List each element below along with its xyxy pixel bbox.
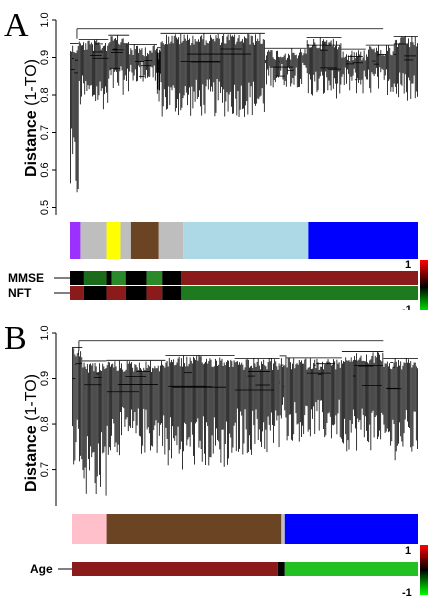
trait-cell (106, 271, 112, 285)
panel-b-color-scale: 1 -1 (402, 545, 428, 599)
module-color-block (70, 222, 81, 259)
trait-cell (111, 271, 126, 285)
trait-cell (181, 271, 418, 285)
panel-b-module-colors (72, 514, 418, 544)
panel-a: A Distance (1-TO) 0.5 0.6 0.7 0.8 0.9 1.0 MMS… (4, 7, 428, 310)
panel-b: B Distance (1-TO) 0.7 0.8 0.9 1.0 Age 1 -1 (4, 320, 428, 599)
trait-cell (125, 286, 147, 300)
ytick-label: 0.9 (39, 50, 51, 65)
panel-b-trait-heatmap: Age (30, 562, 418, 576)
module-color-block (183, 222, 309, 259)
trait-cell (181, 286, 418, 300)
trait-label: MMSE (8, 271, 44, 285)
panel-a-ylabel: Distance (1-TO) (23, 59, 40, 177)
module-color-block (308, 222, 418, 259)
panel-a-yticks: 0.5 0.6 0.7 0.8 0.9 1.0 (39, 12, 56, 215)
panel-b-yticks: 0.7 0.8 0.9 1.0 (39, 325, 56, 477)
trait-cell (146, 271, 163, 285)
module-color-block (106, 514, 282, 544)
module-color-block (72, 514, 107, 544)
module-color-block (130, 222, 159, 259)
trait-cell (125, 271, 147, 285)
ytick-label: 1.0 (39, 325, 51, 340)
panel-a-scale-top: 1 (405, 259, 411, 271)
trait-cell (83, 286, 107, 300)
trait-cell (70, 286, 84, 300)
panel-a-dendrogram (70, 28, 418, 193)
trait-label: Age (30, 562, 53, 576)
trait-cell (70, 271, 84, 285)
module-color-block (80, 222, 107, 259)
panel-a-color-scale: 1 -1 (402, 259, 428, 310)
panel-b-scale-top: 1 (405, 545, 411, 557)
module-color-block (281, 514, 285, 544)
ytick-label: 0.8 (39, 87, 51, 102)
trait-cell (146, 286, 163, 300)
panel-a-letter: A (4, 7, 29, 44)
trait-cell (106, 286, 126, 300)
ytick-label: 0.5 (39, 200, 51, 215)
trait-cell (83, 271, 107, 285)
module-color-block (284, 514, 418, 544)
ytick-label: 0.8 (39, 416, 51, 431)
trait-cell (162, 286, 182, 300)
panel-b-scale-bottom: -1 (402, 587, 412, 599)
module-color-block (158, 222, 184, 259)
trait-cell (72, 562, 278, 576)
ytick-label: 0.9 (39, 371, 51, 386)
module-color-block (106, 222, 121, 259)
trait-label: NFT (8, 286, 32, 300)
panel-a-scale-bottom: -1 (402, 304, 412, 310)
panel-a-module-colors (70, 222, 418, 259)
panel-b-letter: B (4, 320, 27, 357)
ytick-label: 0.6 (39, 162, 51, 177)
panel-b-dendrogram (72, 340, 418, 496)
panel-b-ylabel: Distance (1-TO) (23, 374, 40, 492)
trait-cell (284, 562, 418, 576)
ytick-label: 0.7 (39, 462, 51, 477)
module-color-block (120, 222, 131, 259)
ytick-label: 0.7 (39, 125, 51, 140)
trait-cell (162, 271, 182, 285)
ytick-label: 1.0 (39, 12, 51, 27)
trait-cell (277, 562, 285, 576)
